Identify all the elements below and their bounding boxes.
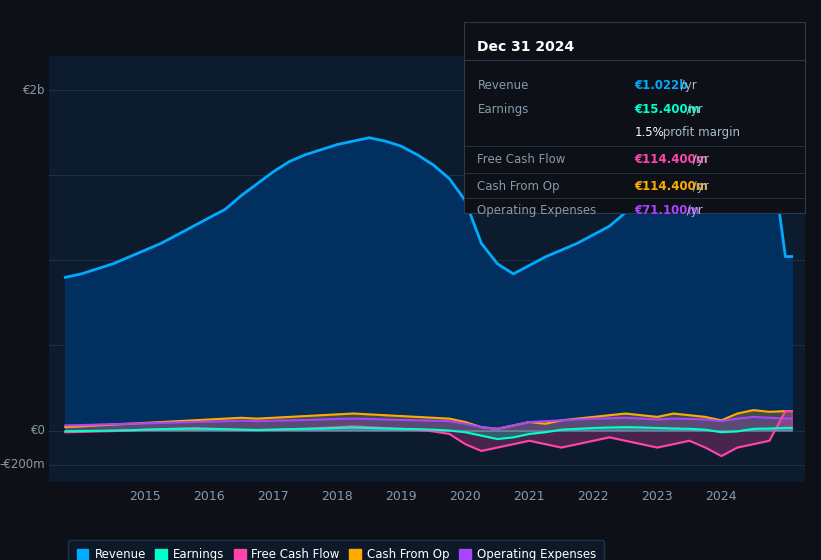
Text: Cash From Op: Cash From Op: [478, 180, 560, 193]
Text: €2b: €2b: [23, 83, 45, 96]
Text: €15.400m: €15.400m: [635, 104, 700, 116]
Text: /yr: /yr: [683, 104, 703, 116]
Text: /yr: /yr: [690, 180, 709, 193]
Text: /yr: /yr: [683, 204, 703, 217]
Text: Free Cash Flow: Free Cash Flow: [478, 153, 566, 166]
Text: €114.400m: €114.400m: [635, 153, 708, 166]
Text: €1.022b: €1.022b: [635, 79, 688, 92]
Text: Earnings: Earnings: [478, 104, 529, 116]
Text: 1.5%: 1.5%: [635, 127, 664, 139]
Text: -€200m: -€200m: [0, 458, 45, 471]
Text: €0: €0: [30, 424, 45, 437]
Text: /yr: /yr: [690, 153, 709, 166]
Text: /yr: /yr: [677, 79, 697, 92]
Text: €71.100m: €71.100m: [635, 204, 699, 217]
Legend: Revenue, Earnings, Free Cash Flow, Cash From Op, Operating Expenses: Revenue, Earnings, Free Cash Flow, Cash …: [68, 540, 604, 560]
Text: profit margin: profit margin: [658, 127, 740, 139]
Text: €114.400m: €114.400m: [635, 180, 708, 193]
Text: Operating Expenses: Operating Expenses: [478, 204, 597, 217]
Text: Revenue: Revenue: [478, 79, 529, 92]
Text: Dec 31 2024: Dec 31 2024: [478, 40, 575, 54]
